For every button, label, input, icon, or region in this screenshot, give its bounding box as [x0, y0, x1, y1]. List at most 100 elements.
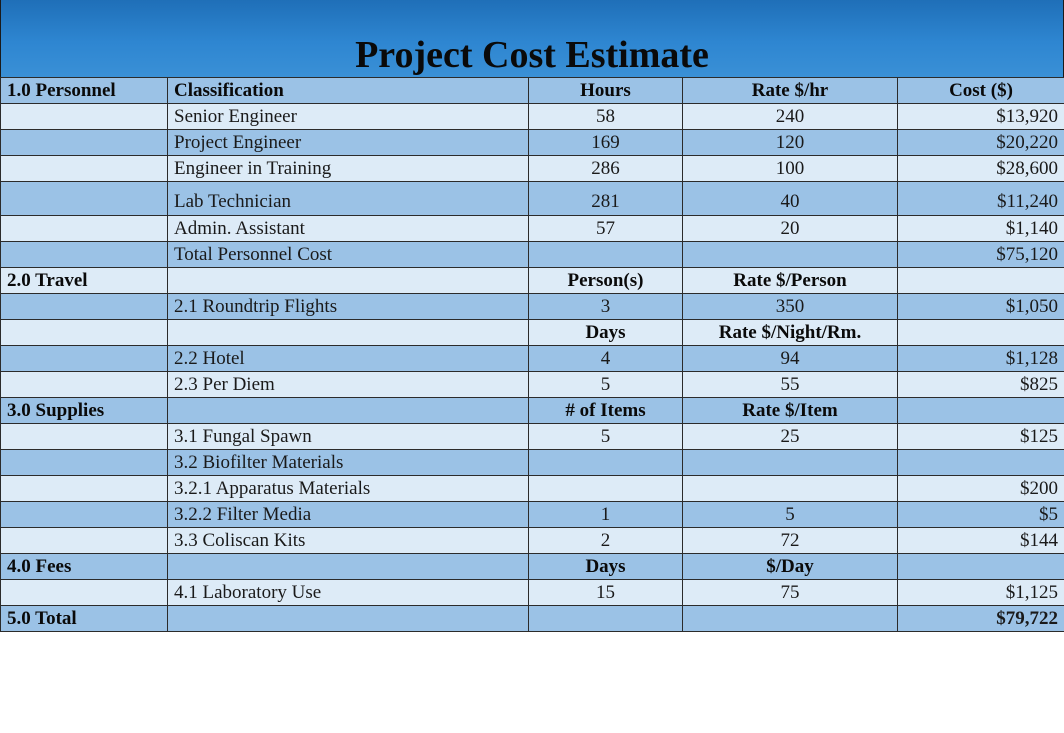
table-row: 2.0 Travel Person(s) Rate $/Person	[0, 267, 1064, 294]
section-cell	[0, 181, 168, 216]
table-row: Senior Engineer 58 240 $13,920	[0, 103, 1064, 130]
column-header-qty: # of Items	[528, 397, 683, 424]
item-rate: 40	[682, 181, 898, 216]
item-cost: $1,140	[897, 215, 1064, 242]
item-rate: 5	[682, 501, 898, 528]
section-label-fees: 4.0 Fees	[0, 553, 168, 580]
item-qty: 1	[528, 501, 683, 528]
empty-cell	[682, 241, 898, 268]
item-name: 3.3 Coliscan Kits	[167, 527, 529, 554]
table-row: 2.1 Roundtrip Flights 3 350 $1,050	[0, 293, 1064, 320]
item-cost: $825	[897, 371, 1064, 398]
item-rate: 20	[682, 215, 898, 242]
empty-cell	[528, 605, 683, 632]
item-rate: 55	[682, 371, 898, 398]
column-header-rate: Rate $/Night/Rm.	[682, 319, 898, 346]
item-name: 3.2.1 Apparatus Materials	[167, 475, 529, 502]
item-name: 3.1 Fungal Spawn	[167, 423, 529, 450]
item-cost: $5	[897, 501, 1064, 528]
item-rate: 240	[682, 103, 898, 130]
table-row: 3.2.2 Filter Media 1 5 $5	[0, 501, 1064, 528]
item-qty: 5	[528, 371, 683, 398]
table-row: 2.2 Hotel 4 94 $1,128	[0, 345, 1064, 372]
section-cell	[0, 103, 168, 130]
personnel-total-label: Total Personnel Cost	[167, 241, 529, 268]
table-row: Total Personnel Cost $75,120	[0, 241, 1064, 268]
table-row: Admin. Assistant 57 20 $1,140	[0, 215, 1064, 242]
section-cell	[0, 579, 168, 606]
item-cost: $200	[897, 475, 1064, 502]
table-row: 3.2.1 Apparatus Materials $200	[0, 475, 1064, 502]
item-rate: 120	[682, 129, 898, 156]
empty-cell	[897, 449, 1064, 476]
item-cost: $1,050	[897, 293, 1064, 320]
table-row: Engineer in Training 286 100 $28,600	[0, 155, 1064, 182]
empty-cell	[167, 553, 529, 580]
item-cost: $1,128	[897, 345, 1064, 372]
empty-cell	[682, 605, 898, 632]
item-rate: 94	[682, 345, 898, 372]
empty-cell	[167, 267, 529, 294]
item-name: Admin. Assistant	[167, 215, 529, 242]
item-qty: 57	[528, 215, 683, 242]
item-name: Engineer in Training	[167, 155, 529, 182]
table-row: Days Rate $/Night/Rm.	[0, 319, 1064, 346]
table-row: 4.1 Laboratory Use 15 75 $1,125	[0, 579, 1064, 606]
section-cell	[0, 241, 168, 268]
section-label-supplies: 3.0 Supplies	[0, 397, 168, 424]
table-row: 3.3 Coliscan Kits 2 72 $144	[0, 527, 1064, 554]
empty-cell	[167, 319, 529, 346]
item-qty: 58	[528, 103, 683, 130]
item-name: Senior Engineer	[167, 103, 529, 130]
item-qty: 281	[528, 181, 683, 216]
page-title: Project Cost Estimate	[355, 34, 709, 76]
empty-cell	[528, 475, 683, 502]
section-cell	[0, 475, 168, 502]
column-header-rate: Rate $/hr	[682, 77, 898, 104]
item-name: Project Engineer	[167, 129, 529, 156]
item-qty: 3	[528, 293, 683, 320]
table-row: Lab Technician 281 40 $11,240	[0, 181, 1064, 216]
table-row: Project Engineer 169 120 $20,220	[0, 129, 1064, 156]
table-row: 3.1 Fungal Spawn 5 25 $125	[0, 423, 1064, 450]
section-cell	[0, 371, 168, 398]
item-cost: $13,920	[897, 103, 1064, 130]
empty-cell	[167, 605, 529, 632]
section-cell	[0, 293, 168, 320]
item-qty: 4	[528, 345, 683, 372]
column-header-qty: Days	[528, 319, 683, 346]
grand-total-cost: $79,722	[897, 605, 1064, 632]
section-cell	[0, 215, 168, 242]
section-cell	[0, 319, 168, 346]
item-name: 3.2.2 Filter Media	[167, 501, 529, 528]
section-cell	[0, 155, 168, 182]
item-name: 2.3 Per Diem	[167, 371, 529, 398]
item-qty: 286	[528, 155, 683, 182]
column-header-rate: $/Day	[682, 553, 898, 580]
item-cost: $20,220	[897, 129, 1064, 156]
section-cell	[0, 449, 168, 476]
column-header-cost: Cost ($)	[897, 77, 1064, 104]
cost-table: 1.0 Personnel Classification Hours Rate …	[0, 77, 1064, 632]
item-rate: 75	[682, 579, 898, 606]
empty-cell	[528, 449, 683, 476]
item-rate: 25	[682, 423, 898, 450]
table-row: 5.0 Total $79,722	[0, 605, 1064, 632]
item-rate: 350	[682, 293, 898, 320]
table-row: 3.2 Biofilter Materials	[0, 449, 1064, 476]
column-header-classification: Classification	[167, 77, 529, 104]
table-row: 1.0 Personnel Classification Hours Rate …	[0, 77, 1064, 104]
title-band: Project Cost Estimate	[0, 0, 1064, 77]
empty-cell	[682, 449, 898, 476]
empty-cell	[167, 397, 529, 424]
section-cell	[0, 423, 168, 450]
column-header-qty: Person(s)	[528, 267, 683, 294]
item-name: Lab Technician	[167, 181, 529, 216]
item-rate: 100	[682, 155, 898, 182]
section-cell	[0, 501, 168, 528]
item-cost: $125	[897, 423, 1064, 450]
column-header-rate: Rate $/Person	[682, 267, 898, 294]
item-qty: 15	[528, 579, 683, 606]
empty-cell	[897, 319, 1064, 346]
